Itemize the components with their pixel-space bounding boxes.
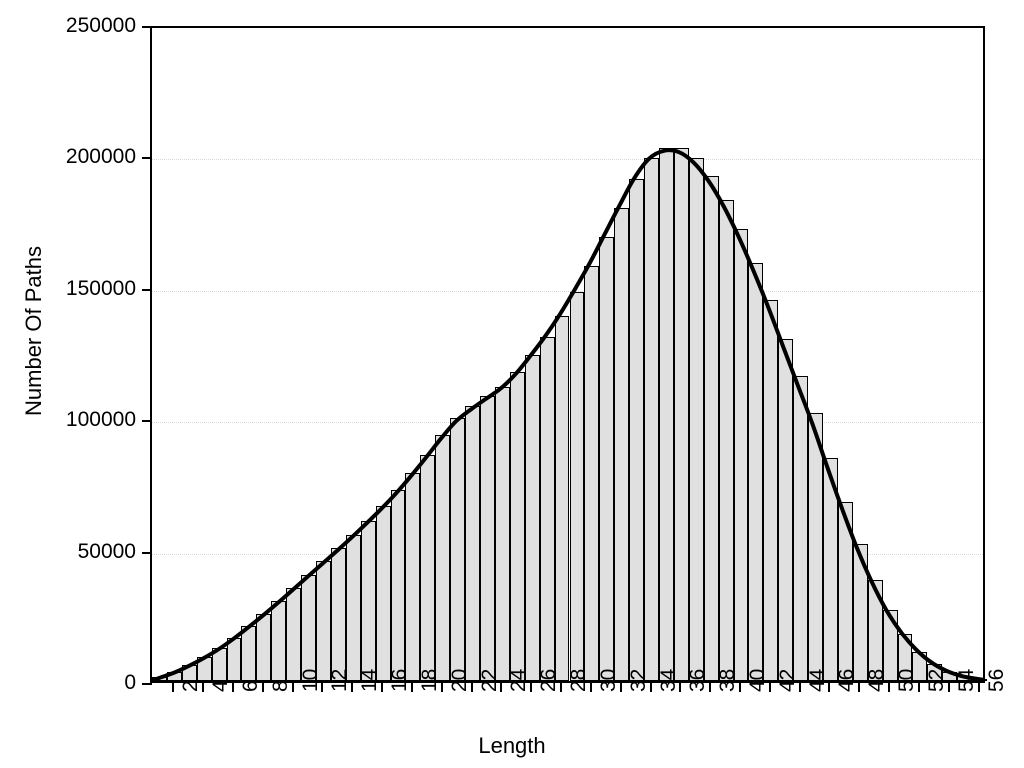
x-axis-tick-label: 38 [716, 668, 740, 692]
x-axis-tick-label: 12 [328, 668, 352, 692]
x-axis-tick [232, 683, 234, 692]
histogram-bar [539, 336, 555, 681]
x-axis-tick [619, 683, 622, 692]
histogram-bar [599, 236, 615, 681]
x-axis-tick-label: 54 [954, 668, 978, 692]
x-axis-tick-label: 16 [388, 668, 412, 692]
histogram-bar [569, 292, 585, 681]
histogram-bar [629, 179, 645, 681]
x-axis-tick [381, 683, 384, 692]
y-axis-tick-label: 100000 [65, 408, 136, 432]
x-axis-tick [500, 683, 503, 692]
y-axis-tick [142, 551, 152, 554]
x-axis-tick-label: 40 [745, 668, 769, 692]
x-axis-tick [560, 683, 563, 692]
histogram-bar [867, 579, 883, 681]
x-axis-tick [410, 683, 413, 692]
histogram-bar [584, 265, 600, 681]
x-axis-tick-label: 22 [477, 668, 501, 692]
x-axis-tick-label: 24 [507, 668, 531, 692]
x-axis-tick [440, 683, 443, 692]
histogram-bar [718, 200, 734, 681]
x-axis-tick-label: 52 [924, 668, 948, 692]
histogram-bar [822, 457, 838, 681]
histogram-bar [808, 412, 823, 681]
histogram-bar [837, 502, 853, 681]
x-axis-tick [977, 683, 980, 692]
x-axis-tick-label: 44 [805, 668, 829, 692]
histogram-bar [554, 315, 570, 681]
y-axis-tick-label: 200000 [65, 145, 136, 169]
x-axis-tick-label: 20 [447, 668, 471, 692]
x-axis-tick-label: 30 [596, 668, 620, 692]
x-axis-tick [858, 683, 861, 692]
histogram-bar [882, 610, 898, 681]
x-axis-tick [202, 683, 205, 692]
histogram-bar [778, 339, 794, 681]
x-axis-tick [261, 683, 264, 692]
x-axis-tick [589, 683, 592, 692]
histogram-bar [793, 376, 809, 681]
histogram-bar [673, 147, 689, 681]
x-axis-tick-label: 42 [775, 668, 799, 692]
x-axis-tick [470, 683, 473, 692]
x-axis-tick-label: 36 [686, 668, 710, 692]
histogram-bar [614, 207, 630, 681]
y-axis-tick [142, 420, 152, 423]
x-axis-tick [768, 683, 771, 692]
x-axis-tick [917, 683, 920, 692]
x-axis-tick [351, 683, 354, 692]
x-axis-tick-label: 50 [895, 668, 919, 692]
x-axis-tick-label: 6 [239, 680, 262, 692]
x-axis-tick [679, 683, 682, 692]
x-axis-tick [709, 683, 712, 692]
x-axis-tick-label: 4 [209, 680, 233, 692]
x-axis-tick-label: 32 [626, 668, 650, 692]
x-axis-tick-label: 2 [179, 680, 203, 692]
y-axis-tick [142, 26, 152, 28]
y-axis-tick-label: 150000 [65, 276, 136, 300]
y-axis-tick [142, 683, 152, 685]
density-curve [152, 28, 983, 681]
x-axis-tick-label: 56 [984, 668, 1008, 692]
x-axis-tick-label: 8 [268, 680, 292, 692]
x-axis-tick [947, 683, 950, 692]
x-axis-tick [828, 683, 831, 692]
x-axis-tick [888, 683, 891, 692]
x-axis-tick-label: 28 [567, 668, 591, 692]
histogram-bar [763, 299, 779, 681]
x-axis-tick [738, 683, 741, 692]
y-axis-labels: 0 50000 100000 150000 200000 250000 [0, 0, 152, 768]
gridline [152, 159, 983, 161]
y-axis-tick [142, 288, 152, 291]
x-axis-title: Length [478, 733, 546, 758]
y-axis-tick [142, 157, 152, 160]
x-axis-tick-label: 26 [537, 668, 561, 692]
histogram-bar [658, 147, 674, 681]
x-axis-tick-label: 48 [865, 668, 889, 692]
plot-area [150, 26, 987, 683]
x-axis-tick [291, 683, 294, 692]
x-axis-tick-label: 34 [656, 668, 680, 692]
x-axis-tick [321, 683, 324, 692]
histogram-bar [733, 228, 749, 681]
histogram-bar [748, 263, 764, 681]
y-axis-tick-label: 50000 [77, 539, 136, 563]
histogram-bar [688, 158, 704, 681]
gridline [152, 290, 983, 292]
y-axis-tick-label: 0 [124, 671, 136, 694]
x-axis-tick-label: 18 [417, 668, 441, 692]
y-axis-tick-label: 250000 [65, 14, 136, 37]
x-axis-tick [172, 683, 175, 692]
histogram-bars [152, 28, 987, 681]
x-axis-tick-label: 46 [835, 668, 859, 692]
histogram-bar [852, 544, 868, 681]
histogram-bar [703, 176, 719, 681]
x-axis-tick [798, 683, 801, 692]
x-axis-tick [649, 683, 652, 692]
x-axis-tick-label: 10 [298, 668, 322, 692]
x-axis-tick [530, 683, 533, 692]
x-axis-tick-label: 14 [358, 668, 382, 692]
